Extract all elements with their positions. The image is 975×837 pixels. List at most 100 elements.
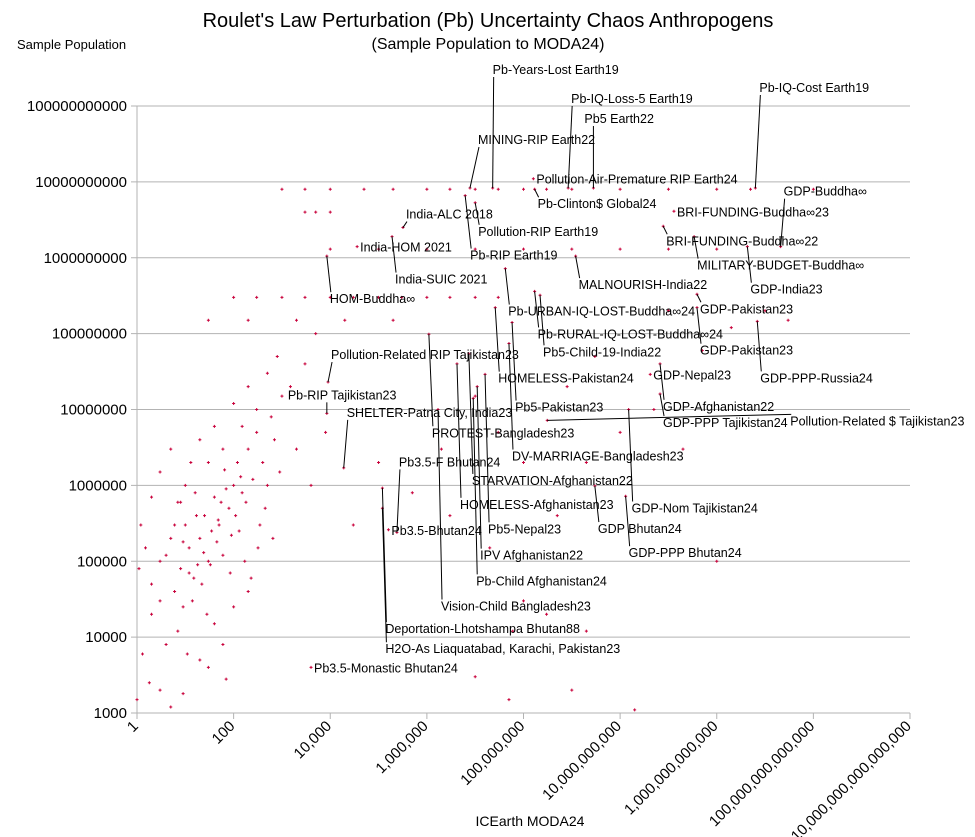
data-point [391, 318, 395, 322]
leader-line [539, 295, 545, 346]
data-point [303, 295, 307, 299]
y-tick-label: 1000000000 [44, 250, 127, 267]
x-tick-label: 1,000,000,000,000 [621, 718, 721, 818]
data-point [351, 295, 355, 299]
data-point [150, 612, 154, 616]
leader-line [659, 363, 665, 400]
data-point [309, 483, 313, 487]
y-tick-label: 100000000000 [27, 98, 127, 115]
data-point [328, 247, 332, 251]
data-point [183, 483, 187, 487]
data-point [263, 506, 267, 510]
leader-line [508, 343, 514, 450]
data-point [239, 475, 243, 479]
data-point [181, 692, 185, 696]
leader-line [476, 386, 482, 549]
point-label: India-SUIC 2021 [395, 273, 487, 287]
point-label: Pb3.5-Bhutan24 [391, 524, 481, 538]
y-tick-label: 10000000000 [35, 174, 127, 191]
data-point [194, 514, 198, 518]
data-point [246, 385, 250, 389]
data-point [181, 605, 185, 609]
data-point [234, 514, 238, 518]
y-tick-label: 10000 [85, 629, 127, 646]
data-point [158, 688, 162, 692]
data-point [425, 247, 429, 251]
data-point [224, 487, 228, 491]
data-point [193, 491, 197, 495]
data-point [715, 187, 719, 191]
point-label: Pollution-RIP Earth19 [478, 225, 598, 239]
data-point [265, 483, 269, 487]
data-point [228, 571, 232, 575]
data-point [666, 309, 670, 313]
x-tick-label: 10,000,000,000 [539, 718, 625, 804]
data-point [410, 491, 414, 495]
leader-line [437, 409, 443, 600]
point-label: Pb-RIP Tajikistan23 [288, 388, 397, 402]
point-label: HOMELESS-Afghanistan23 [460, 498, 614, 512]
data-point [303, 187, 307, 191]
point-label: Pb5-Child-19-India22 [543, 345, 661, 359]
data-point [763, 309, 767, 313]
point-label: H2O-As Liaquatabad, Karachi, Pakistan23 [385, 642, 620, 656]
data-point [158, 599, 162, 603]
data-point [215, 540, 219, 544]
data-point [648, 372, 652, 376]
data-point [507, 698, 511, 702]
data-point [246, 318, 250, 322]
leader-line [567, 105, 573, 189]
data-point [522, 461, 525, 465]
data-point [217, 523, 221, 527]
data-point [328, 187, 332, 191]
data-point [391, 187, 395, 191]
point-label: MINING-RIP Earth22 [478, 133, 595, 147]
data-point [681, 447, 685, 451]
leader-line [754, 94, 761, 189]
data-point [251, 477, 255, 481]
data-point [531, 177, 535, 181]
leader-line [492, 77, 495, 189]
point-label: Pb-IQ-Loss-5 Earth19 [571, 92, 693, 106]
point-label: Pb3.5-F Bhutan24 [399, 455, 501, 469]
data-point [584, 629, 588, 633]
x-tick-label: 1 [124, 718, 142, 736]
data-point [224, 677, 228, 681]
data-point [278, 470, 282, 474]
data-point [206, 461, 210, 465]
data-point [198, 658, 202, 662]
data-point [522, 187, 525, 191]
data-point [275, 354, 279, 358]
data-point [473, 394, 477, 398]
leader-line [381, 508, 387, 643]
data-point [187, 571, 191, 575]
data-point [618, 430, 622, 434]
data-point [232, 605, 236, 609]
data-point [173, 589, 177, 593]
point-label: MILITARY-BUDGET-Buddha∞ [697, 259, 864, 273]
point-label: IPV Afghanistan22 [480, 549, 583, 563]
data-point [377, 247, 381, 251]
point-label: STARVATION-Afghanistan22 [472, 474, 633, 488]
data-point [176, 500, 180, 504]
point-label: GDP-PPP Bhutan24 [629, 546, 742, 560]
point-label: Pollution-Related RIP Tajikistan23 [331, 348, 519, 362]
point-label: Pb-Child Afghanistan24 [476, 574, 607, 588]
data-point [243, 559, 247, 563]
data-point [473, 675, 477, 679]
data-point [565, 385, 569, 389]
x-tick-label: 100,000,000 [457, 718, 528, 789]
data-point [255, 295, 259, 299]
leader-line [381, 488, 387, 623]
data-point [255, 408, 259, 411]
data-point [147, 681, 151, 685]
data-point [221, 447, 225, 451]
y-axis-label: Sample Population [17, 37, 126, 52]
leader-line [534, 189, 540, 198]
data-point [240, 491, 244, 495]
data-point [271, 536, 275, 540]
leader-line [326, 256, 332, 293]
point-label: Pb3.5-Monastic Bhutan24 [314, 661, 458, 675]
data-point [355, 245, 359, 249]
